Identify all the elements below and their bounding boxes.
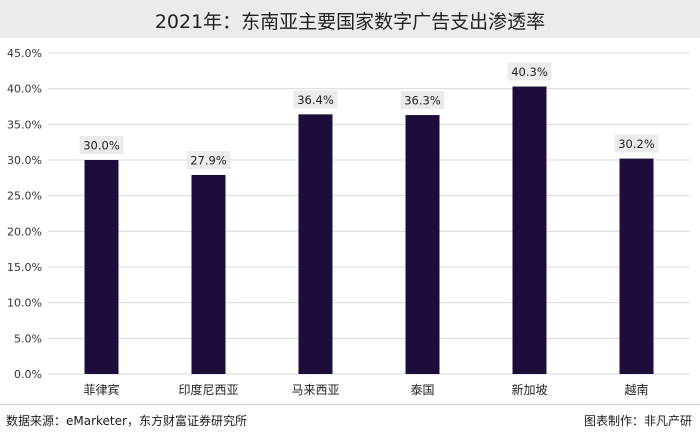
data-label: 40.3% bbox=[511, 65, 548, 79]
chart-title: 2021年：东南亚主要国家数字广告支出渗透率 bbox=[154, 11, 546, 33]
bar-chart: 0.0% 5.0% 10.0% 15.0% 20.0% 25.0% 30.0% 35.0% 40… bbox=[7, 47, 690, 397]
y-tick-label: 35.0% bbox=[7, 118, 42, 131]
x-tick-label: 印度尼西亚 bbox=[178, 382, 238, 397]
y-tick-label: 10.0% bbox=[7, 297, 42, 310]
bar bbox=[405, 115, 440, 374]
title-bar: 2021年：东南亚主要国家数字广告支出渗透率 bbox=[0, 0, 700, 38]
data-label-box bbox=[186, 150, 231, 169]
bar bbox=[512, 86, 547, 374]
x-tick-label: 泰国 bbox=[410, 383, 434, 397]
bar bbox=[191, 174, 226, 374]
data-label-box bbox=[507, 62, 552, 81]
footer-divider bbox=[0, 404, 700, 405]
x-tick-label: 新加坡 bbox=[511, 382, 547, 397]
data-label-box bbox=[614, 134, 659, 153]
y-tick-label: 30.0% bbox=[7, 154, 42, 167]
data-label-box bbox=[293, 90, 338, 109]
bar bbox=[619, 158, 654, 374]
y-tick-label: 40.0% bbox=[7, 83, 42, 96]
data-label: 30.2% bbox=[618, 137, 655, 151]
y-tick-label: 0.0% bbox=[14, 368, 42, 381]
data-label-box bbox=[400, 91, 445, 110]
y-tick-label: 20.0% bbox=[7, 225, 42, 238]
data-label: 30.0% bbox=[83, 139, 120, 153]
x-tick-label: 马来西亚 bbox=[291, 383, 339, 397]
credit-note: 图表制作：非凡产研 bbox=[583, 414, 692, 428]
y-tick-label: 15.0% bbox=[7, 261, 42, 274]
y-tick-label: 5.0% bbox=[14, 332, 42, 345]
x-tick-label: 菲律宾 bbox=[83, 382, 119, 397]
data-label: 36.3% bbox=[404, 94, 441, 108]
data-label-box bbox=[79, 136, 124, 154]
source-note: 数据来源：eMarketer，东方财富证券研究所 bbox=[6, 414, 247, 428]
bar bbox=[84, 160, 119, 374]
x-tick-label: 越南 bbox=[624, 382, 648, 397]
bar bbox=[298, 114, 333, 374]
y-tick-label: 25.0% bbox=[7, 190, 42, 203]
data-label: 27.9% bbox=[190, 153, 227, 167]
y-tick-label: 45.0% bbox=[7, 47, 42, 60]
data-label: 36.4% bbox=[297, 93, 334, 107]
